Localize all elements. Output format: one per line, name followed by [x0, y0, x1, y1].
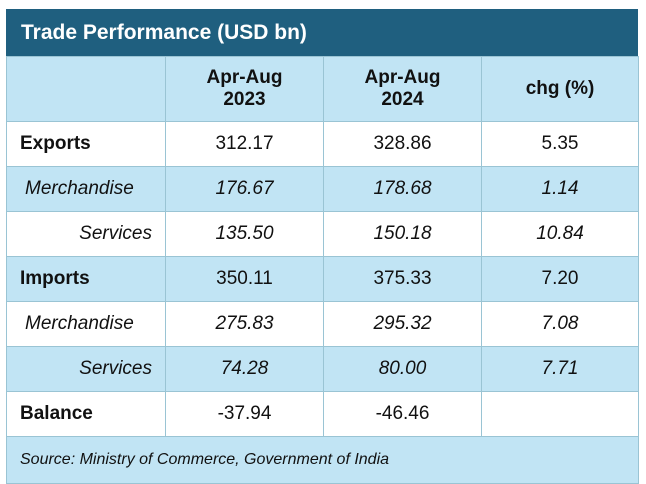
row-label: Merchandise	[6, 301, 166, 347]
header-apr-aug-2024: Apr-Aug 2024	[323, 56, 482, 122]
cell-value: 150.18	[323, 211, 482, 257]
cell-value: 350.11	[165, 256, 324, 302]
cell-value: 5.35	[481, 121, 639, 167]
cell-value: 135.50	[165, 211, 324, 257]
cell-value: -46.46	[323, 391, 482, 437]
header-empty-cell	[6, 56, 166, 122]
row-label: Services	[6, 211, 166, 257]
header-chg: chg (%)	[481, 56, 639, 122]
cell-value: 295.32	[323, 301, 482, 347]
table-row: Services 135.50 150.18 10.84	[6, 211, 639, 257]
table-row: Merchandise 275.83 295.32 7.08	[6, 301, 639, 347]
table-row: Merchandise 176.67 178.68 1.14	[6, 166, 639, 212]
cell-value: 312.17	[165, 121, 324, 167]
cell-value: 7.71	[481, 346, 639, 392]
data-table: Apr-Aug 2023 Apr-Aug 2024 chg (%) Export…	[6, 56, 639, 484]
header-row: Apr-Aug 2023 Apr-Aug 2024 chg (%)	[6, 56, 639, 122]
cell-value: 80.00	[323, 346, 482, 392]
header-period-label: Apr-Aug 2023	[206, 67, 283, 110]
cell-value: 1.14	[481, 166, 639, 212]
cell-value: 328.86	[323, 121, 482, 167]
row-label: Imports	[6, 256, 166, 302]
table-row: Exports 312.17 328.86 5.35	[6, 121, 639, 167]
trade-performance-table: Trade Performance (USD bn) Apr-Aug 2023 …	[6, 9, 639, 484]
cell-value: 275.83	[165, 301, 324, 347]
cell-value: 74.28	[165, 346, 324, 392]
cell-value: 10.84	[481, 211, 639, 257]
cell-value: 7.08	[481, 301, 639, 347]
row-label: Balance	[6, 391, 166, 437]
table-row: Balance -37.94 -46.46	[6, 391, 639, 437]
header-apr-aug-2023: Apr-Aug 2023	[165, 56, 324, 122]
header-period-label: Apr-Aug 2024	[364, 67, 441, 110]
cell-value: 176.67	[165, 166, 324, 212]
table-row: Imports 350.11 375.33 7.20	[6, 256, 639, 302]
cell-value: -37.94	[165, 391, 324, 437]
cell-value: 178.68	[323, 166, 482, 212]
row-label: Services	[6, 346, 166, 392]
table-title: Trade Performance (USD bn)	[6, 9, 638, 56]
cell-value: 7.20	[481, 256, 639, 302]
row-label: Merchandise	[6, 166, 166, 212]
cell-value	[481, 391, 639, 437]
table-row: Services 74.28 80.00 7.71	[6, 346, 639, 392]
source-note: Source: Ministry of Commerce, Government…	[6, 436, 639, 484]
source-row: Source: Ministry of Commerce, Government…	[6, 436, 639, 484]
cell-value: 375.33	[323, 256, 482, 302]
row-label: Exports	[6, 121, 166, 167]
